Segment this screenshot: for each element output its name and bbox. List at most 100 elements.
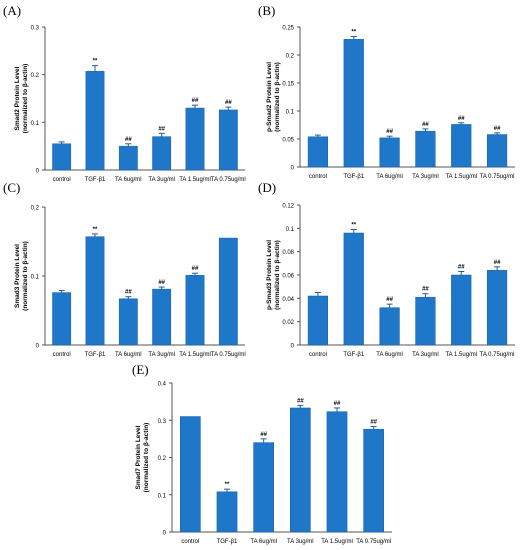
significance-mark-e: **: [225, 482, 230, 488]
y-tick-label-b: 0.15: [282, 82, 294, 88]
bar-a: [52, 143, 72, 171]
y-tick-label-d: 0.1: [286, 227, 295, 233]
y-tick-label-c: 0.2: [31, 206, 40, 212]
x-tick-label-d: TA 6ug/ml: [376, 352, 403, 358]
x-tick-label-d: control: [309, 352, 327, 358]
panel-label-c: (C): [3, 180, 21, 195]
bar-d: [379, 307, 400, 346]
y-axis-title-c: Smad3 Protein Level: [14, 244, 21, 308]
x-tick-label-e: TA 0.75ug/ml: [356, 539, 391, 545]
y-tick-label-a: 0: [36, 169, 40, 175]
significance-mark-b: ##: [386, 129, 393, 135]
bar-b: [343, 39, 364, 168]
significance-mark-b: **: [351, 30, 356, 36]
bar-a: [185, 107, 205, 171]
x-tick-label-b: TA 3ug/ml: [412, 174, 439, 180]
x-tick-label-a: TA 1.5ug/ml: [179, 177, 211, 183]
bar-e: [180, 416, 201, 533]
bar-d: [451, 274, 472, 346]
panel-label-d: (D): [258, 180, 277, 195]
bar-d: [415, 296, 436, 346]
x-tick-label-e: TA 6ug/ml: [250, 539, 277, 545]
bar-b: [307, 136, 329, 168]
y-tick-label-b: 0.2: [286, 54, 295, 60]
y-tick-label-d: 0.08: [282, 250, 294, 256]
x-tick-label-a: TA 3ug/ml: [148, 177, 175, 183]
x-tick-label-c: control: [53, 352, 71, 358]
y-axis-subtitle-b: (normalized to β-actin): [274, 62, 281, 132]
x-tick-label-c: TA 1.5ug/ml: [179, 352, 211, 358]
y-tick-label-e: 0.3: [158, 419, 167, 425]
y-tick-label-c: 0.1: [31, 275, 40, 281]
significance-mark-d: ##: [458, 265, 465, 271]
significance-mark-c: **: [93, 227, 98, 233]
y-axis-title-d: p-Smad3 Protein Level: [266, 240, 273, 310]
x-tick-label-a: TGF-β1: [85, 177, 106, 183]
bar-c: [85, 236, 105, 346]
y-axis-subtitle-d: (normalized to β-actin): [274, 240, 281, 310]
x-tick-label-c: TGF-β1: [85, 352, 106, 358]
x-tick-label-d: TA 1.5ug/ml: [445, 352, 477, 358]
x-tick-label-b: control: [309, 174, 327, 180]
panel-label-b: (B): [258, 3, 276, 18]
significance-mark-c: ##: [125, 290, 132, 296]
significance-mark-e: ##: [297, 398, 304, 404]
bar-c: [118, 298, 138, 346]
y-tick-label-b: 0.1: [286, 110, 295, 116]
bar-b: [451, 124, 472, 168]
y-tick-label-b: 0.05: [282, 138, 294, 144]
x-tick-label-e: TA 3ug/ml: [287, 539, 314, 545]
y-tick-label-c: 0: [36, 344, 40, 350]
bar-e: [326, 411, 348, 533]
x-tick-label-d: TGF-β1: [343, 352, 364, 358]
bar-c: [152, 288, 172, 346]
x-tick-label-a: TA 0.75ug/ml: [211, 177, 246, 183]
x-tick-label-b: TGF-β1: [343, 174, 364, 180]
x-tick-label-b: TA 0.75ug/ml: [480, 174, 515, 180]
bar-b: [486, 134, 508, 168]
significance-mark-d: ##: [494, 260, 501, 266]
y-tick-label-d: 0.06: [282, 274, 294, 280]
bar-a: [218, 109, 238, 171]
significance-mark-c: ##: [158, 280, 165, 286]
y-tick-label-d: 0.04: [282, 297, 294, 303]
x-tick-label-d: TA 0.75ug/ml: [480, 352, 515, 358]
significance-mark-d: ##: [386, 297, 393, 303]
bar-c: [185, 275, 205, 346]
x-tick-label-e: TA 1.5ug/ml: [321, 539, 353, 545]
significance-mark-e: ##: [370, 420, 377, 426]
y-tick-label-a: 0.3: [31, 26, 40, 32]
significance-mark-a: **: [93, 59, 98, 65]
x-tick-label-c: TA 3ug/ml: [148, 352, 175, 358]
x-tick-label-a: control: [53, 177, 71, 183]
x-tick-label-b: TA 6ug/ml: [376, 174, 403, 180]
panel-label-a: (A): [3, 3, 22, 18]
y-axis-subtitle-e: (normalized to β-actin): [143, 423, 150, 493]
significance-mark-d: **: [351, 223, 356, 229]
y-tick-label-b: 0: [291, 166, 295, 172]
bar-e: [290, 407, 311, 533]
bar-d: [486, 270, 508, 346]
significance-mark-d: ##: [422, 287, 429, 293]
significance-mark-a: ##: [192, 98, 199, 104]
x-tick-label-c: TA 0.75ug/ml: [211, 352, 246, 358]
significance-mark-a: ##: [125, 137, 132, 143]
significance-mark-c: ##: [192, 266, 199, 272]
panel-label-e: (E): [132, 362, 149, 377]
bar-a: [85, 71, 105, 171]
significance-mark-a: ##: [225, 100, 232, 106]
y-tick-label-d: 0.02: [282, 320, 294, 326]
x-tick-label-c: TA 6ug/ml: [115, 352, 142, 358]
bar-d: [343, 232, 364, 346]
y-tick-label-d: 0.12: [282, 204, 294, 210]
y-tick-label-e: 0.2: [158, 456, 167, 462]
y-axis-subtitle-a: (normalized to β-actin): [22, 64, 29, 134]
y-tick-label-e: 0.1: [158, 493, 167, 499]
bar-a: [118, 145, 138, 171]
y-tick-label-d: 0: [291, 344, 295, 350]
significance-mark-a: ##: [158, 126, 165, 132]
significance-mark-b: ##: [494, 126, 501, 132]
x-tick-label-e: control: [181, 539, 199, 545]
